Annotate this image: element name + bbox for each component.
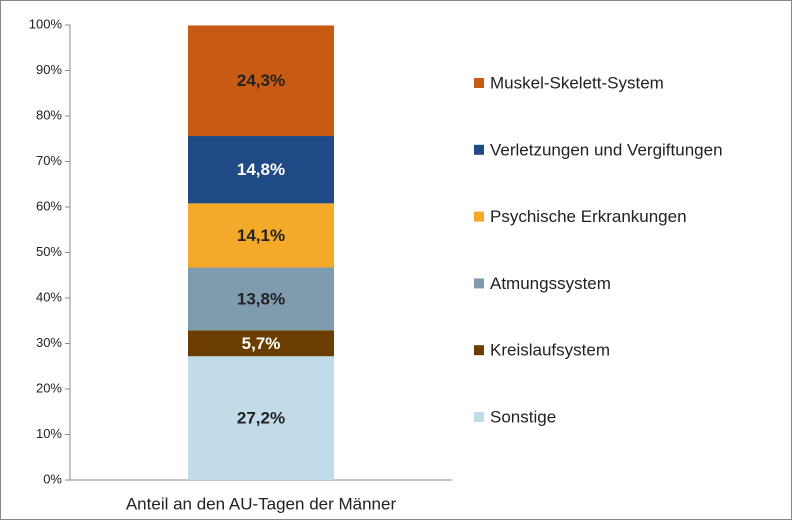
legend-swatch: [474, 144, 484, 155]
value-label: 13,8%: [237, 289, 285, 308]
y-tick-label: 70%: [36, 153, 62, 168]
y-tick-label: 40%: [36, 289, 62, 304]
legend-swatch: [474, 211, 484, 222]
legend-label: Psychische Erkrankungen: [490, 207, 687, 226]
y-tick-label: 10%: [36, 426, 62, 441]
x-tick-label: Anteil an den AU-Tagen der Männer: [126, 494, 397, 513]
value-label: 14,1%: [237, 226, 285, 245]
legend-swatch: [474, 278, 484, 289]
y-tick-label: 50%: [36, 244, 62, 259]
bar-segment: [188, 203, 334, 268]
y-tick-label: 30%: [36, 335, 62, 350]
legend-swatch: [474, 78, 484, 88]
bar-segment: [188, 25, 334, 137]
bar-segment: [188, 356, 334, 480]
value-label: 24,3%: [237, 71, 285, 90]
y-tick-label: 90%: [36, 62, 62, 77]
bar-segment: [188, 267, 334, 331]
legend-label: Muskel-Skelett-System: [490, 73, 664, 92]
value-label: 27,2%: [237, 409, 285, 428]
bar-segment: [188, 330, 334, 357]
legend-label: Atmungssystem: [490, 274, 611, 293]
bar-segment: [188, 136, 334, 204]
value-label: 14,8%: [237, 160, 285, 179]
value-label: 5,7%: [242, 334, 281, 353]
y-tick-label: 100%: [29, 16, 63, 31]
legend-label: Kreislaufsystem: [490, 341, 610, 360]
legend-label: Verletzungen und Vergiftungen: [490, 140, 723, 159]
legend-swatch: [474, 345, 484, 356]
legend-label: Sonstige: [490, 407, 556, 426]
y-tick-label: 60%: [36, 198, 62, 213]
y-tick-label: 0%: [43, 471, 62, 486]
y-tick-label: 80%: [36, 107, 62, 122]
y-tick-label: 20%: [36, 380, 62, 395]
legend-swatch: [474, 412, 484, 422]
